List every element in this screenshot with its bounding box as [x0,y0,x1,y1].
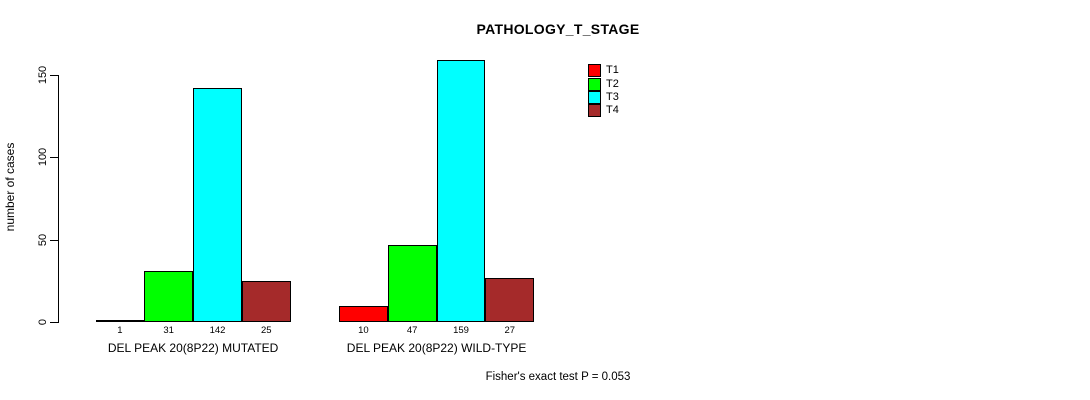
legend: T1 T2 T3 T4 [588,64,619,118]
legend-swatch [588,77,601,91]
y-tick [50,239,58,241]
bar-t2-group1 [144,271,194,322]
chart-title: PATHOLOGY_T_STAGE [476,21,640,37]
legend-item: T2 [588,77,619,91]
bar-t3-group2 [436,60,486,322]
x-category-label: DEL PEAK 20(8P22) WILD-TYPE [346,341,527,355]
bar-value-label: 142 [209,324,226,336]
bar-value-label: 159 [453,324,469,336]
y-tick [50,75,58,76]
y-tick-label: 50 [37,233,49,246]
bar-value-label: 27 [504,324,516,336]
y-axis [58,75,59,323]
legend-label: T1 [606,64,619,77]
bar-t1-group1 [95,320,145,322]
bar-value-label: 31 [163,324,174,336]
legend-label: T4 [606,104,619,117]
bar-t2-group2 [387,245,437,322]
legend-label: T2 [606,77,619,90]
legend-swatch [588,90,601,104]
x-category-label: DEL PEAK 20(8P22) MUTATED [107,341,279,355]
legend-item: T3 [588,90,619,104]
legend-swatch [588,104,601,118]
y-tick [50,322,58,323]
y-tick-label: 0 [37,318,49,326]
bar-value-label: 1 [117,324,123,336]
y-tick-label: 150 [37,65,49,85]
bar-t3-group1 [193,88,242,322]
bar-value-label: 10 [358,324,369,336]
bar-value-label: 47 [406,324,418,336]
bar-t4-group2 [485,278,535,322]
bar-t4-group1 [241,281,291,322]
legend-item: T4 [588,104,619,118]
legend-item: T1 [588,64,619,78]
bar-t1-group2 [339,306,388,322]
bar-value-label: 25 [261,324,272,336]
fisher-test-annotation: Fisher's exact test P = 0.053 [485,371,631,383]
y-tick-label: 100 [37,148,49,167]
legend-label: T3 [606,90,619,103]
legend-swatch [588,64,601,78]
y-tick [50,157,58,159]
